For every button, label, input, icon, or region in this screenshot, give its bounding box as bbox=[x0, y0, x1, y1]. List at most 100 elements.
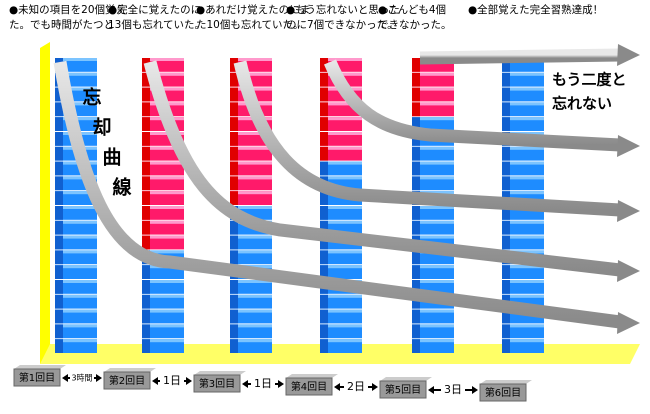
arrowhead bbox=[617, 44, 640, 66]
block-edge bbox=[142, 235, 150, 250]
block-top bbox=[328, 72, 362, 76]
block-edge bbox=[230, 117, 238, 131]
block-top bbox=[420, 235, 454, 239]
forgotten-block bbox=[412, 72, 454, 87]
block-front bbox=[55, 324, 97, 339]
block-front bbox=[230, 250, 272, 265]
interval-label: 2日 bbox=[347, 380, 365, 393]
block-edge bbox=[55, 220, 63, 235]
forgotten-block bbox=[320, 117, 362, 131]
block-top bbox=[328, 265, 362, 269]
remembered-block bbox=[55, 250, 97, 265]
remembered-block bbox=[320, 339, 362, 353]
session-box-top bbox=[286, 374, 338, 378]
remembered-block bbox=[142, 309, 184, 324]
block-edge bbox=[230, 324, 238, 339]
block-top bbox=[328, 58, 362, 61]
remembered-block bbox=[230, 250, 272, 265]
remembered-block bbox=[55, 339, 97, 353]
block-edge bbox=[230, 309, 238, 324]
block-edge bbox=[502, 72, 510, 87]
curve bbox=[143, 60, 621, 277]
arrowhead bbox=[62, 374, 68, 382]
block-edge bbox=[320, 87, 328, 102]
block-front bbox=[55, 220, 97, 235]
remembered-block bbox=[412, 309, 454, 324]
block-front bbox=[320, 265, 362, 279]
block-top bbox=[328, 206, 362, 209]
block-edge bbox=[55, 102, 63, 117]
curve-label: 却 bbox=[92, 117, 111, 139]
block-front bbox=[55, 206, 97, 220]
block-top bbox=[63, 309, 97, 313]
block-edge bbox=[230, 102, 238, 117]
forgotten-block bbox=[142, 191, 184, 205]
block-edge bbox=[55, 294, 63, 309]
block-top bbox=[510, 176, 544, 180]
block-front bbox=[230, 294, 272, 309]
block-top bbox=[63, 220, 97, 224]
block-top bbox=[150, 206, 184, 209]
forgotten-block bbox=[142, 206, 184, 220]
remembered-block bbox=[55, 206, 97, 220]
session-box-top bbox=[380, 377, 432, 381]
block-top bbox=[238, 309, 272, 313]
interval-bg bbox=[251, 377, 275, 391]
session-box-top bbox=[14, 365, 66, 369]
block-top bbox=[510, 324, 544, 328]
block-top bbox=[510, 250, 544, 254]
block-edge bbox=[412, 339, 420, 353]
block-top bbox=[328, 132, 362, 135]
block-edge bbox=[502, 176, 510, 191]
block-edge bbox=[320, 132, 328, 146]
block-edge bbox=[412, 176, 420, 191]
block-top bbox=[510, 117, 544, 121]
block-top bbox=[510, 132, 544, 135]
block-top bbox=[328, 176, 362, 180]
arrowhead bbox=[278, 380, 284, 388]
block-edge bbox=[230, 87, 238, 102]
block-front bbox=[412, 176, 454, 191]
block-edge bbox=[55, 324, 63, 339]
block-edge bbox=[502, 161, 510, 176]
block-top bbox=[63, 339, 97, 343]
block-edge bbox=[55, 161, 63, 176]
block-front bbox=[502, 161, 544, 176]
arrowheads bbox=[617, 44, 640, 334]
block-top bbox=[63, 250, 97, 254]
interval-bg bbox=[160, 374, 184, 388]
block-front bbox=[502, 220, 544, 235]
block-edge bbox=[55, 339, 63, 353]
block-top bbox=[63, 87, 97, 91]
block-top bbox=[328, 324, 362, 328]
interval-label: 3日 bbox=[444, 383, 462, 396]
block-top bbox=[420, 176, 454, 180]
block-edge bbox=[320, 191, 328, 205]
forgotten-block bbox=[230, 161, 272, 176]
block-edge bbox=[55, 146, 63, 161]
block-top bbox=[238, 235, 272, 239]
remembered-block bbox=[55, 235, 97, 250]
block-edge bbox=[412, 280, 420, 294]
caption: た10個も忘れていた。 bbox=[196, 18, 304, 31]
remembered-block bbox=[502, 280, 544, 294]
remembered-block bbox=[55, 280, 97, 294]
block-front bbox=[230, 309, 272, 324]
block-front bbox=[320, 206, 362, 220]
block-top bbox=[420, 146, 454, 150]
block-top bbox=[510, 265, 544, 269]
block-front bbox=[502, 339, 544, 353]
arrowhead bbox=[152, 377, 158, 385]
block-edge bbox=[412, 220, 420, 235]
block-front bbox=[320, 339, 362, 353]
block-top bbox=[238, 250, 272, 254]
block-front bbox=[412, 339, 454, 353]
block-top bbox=[328, 339, 362, 343]
block-edge bbox=[412, 250, 420, 265]
block-edge bbox=[502, 102, 510, 117]
remembered-block bbox=[502, 146, 544, 161]
block-front bbox=[55, 309, 97, 324]
block-top bbox=[420, 72, 454, 76]
